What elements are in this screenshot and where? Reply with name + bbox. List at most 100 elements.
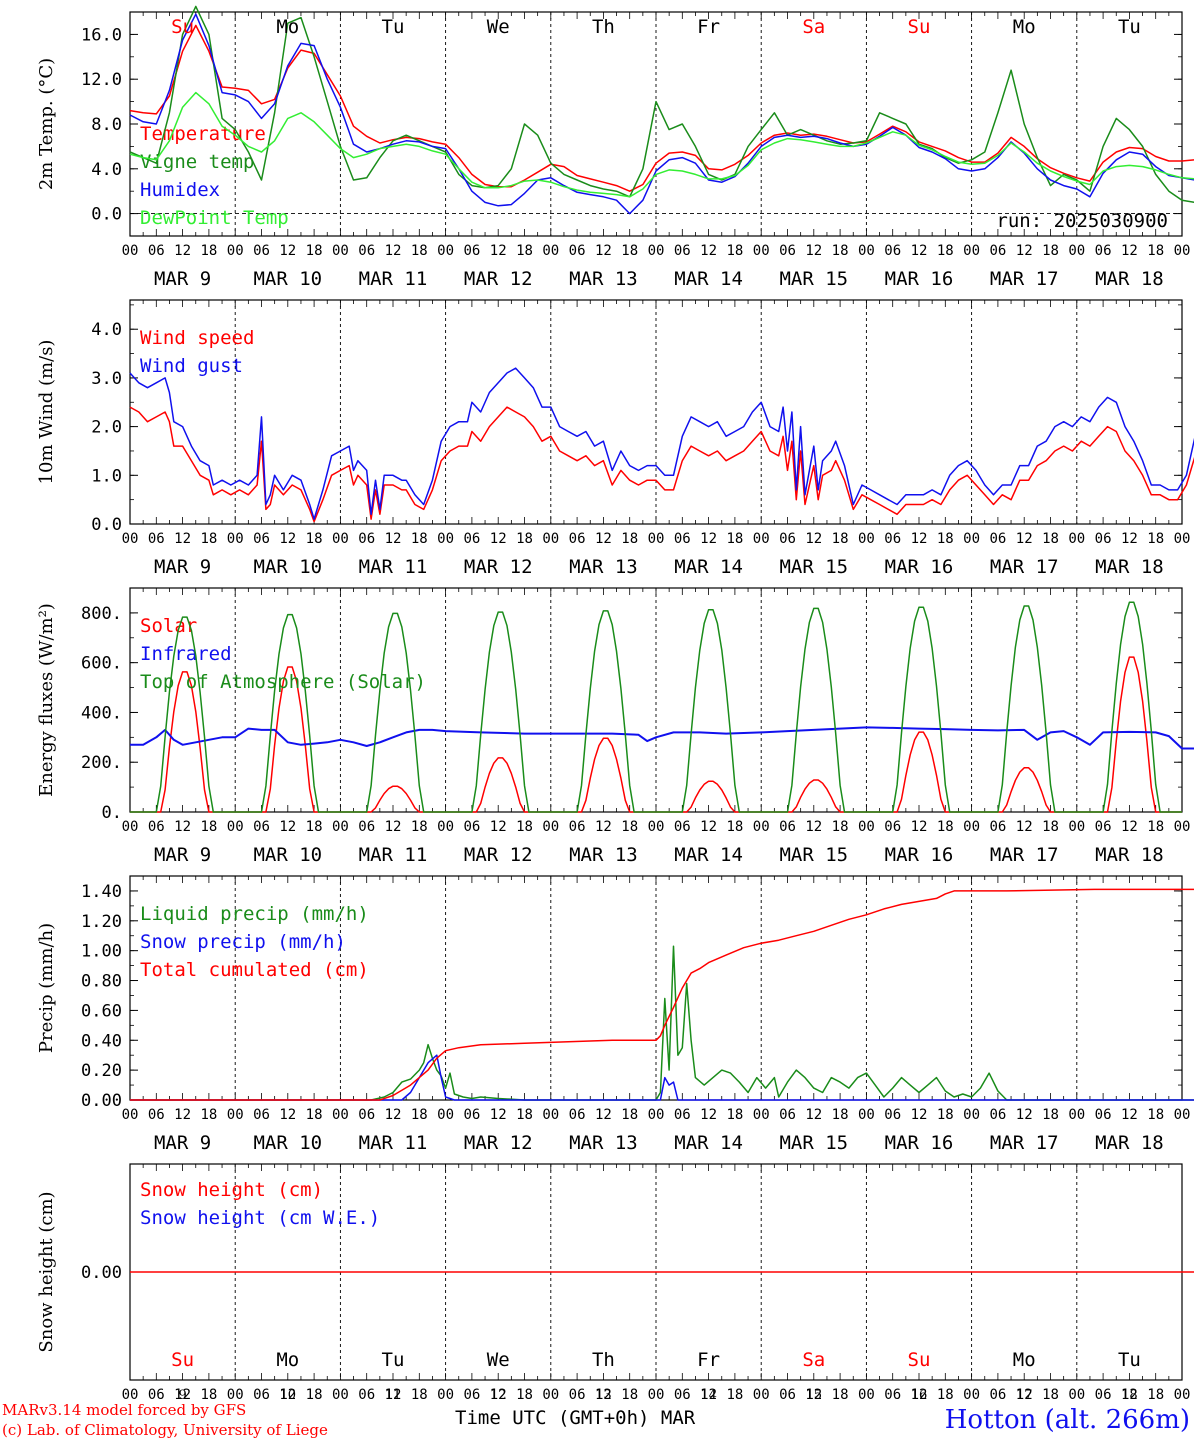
hour-tick-label: 06	[1095, 243, 1112, 259]
hour-tick-label: 12	[385, 243, 402, 259]
hour-tick-label: 18	[1042, 243, 1059, 259]
day-number-label: 18	[1121, 1388, 1138, 1403]
hour-tick-label: 00	[542, 819, 559, 835]
series-line	[129, 406, 1194, 523]
hour-tick-label: 12	[490, 531, 507, 547]
hour-tick-label: 00	[227, 819, 244, 835]
hour-tick-label: 18	[621, 243, 638, 259]
date-label: MAR 9	[154, 844, 211, 866]
date-label: MAR 16	[885, 556, 954, 578]
hour-tick-label: 00	[753, 819, 770, 835]
hour-tick-label: 12	[700, 819, 717, 835]
hour-tick-label: 12	[595, 531, 612, 547]
hour-tick-label: 12	[700, 1107, 717, 1123]
credit-line-1: MARv3.14 model forced by GFS	[2, 1401, 246, 1419]
panel-4: 0.00 0.20 0.40 0.60 0.80 1.00 1.20 1.40 Precip (…	[36, 875, 1194, 1154]
date-label: MAR 14	[674, 556, 743, 578]
hour-tick-label: 18	[832, 243, 849, 259]
hour-tick-label: 06	[989, 243, 1006, 259]
hour-tick-label: 18	[306, 531, 323, 547]
date-label: MAR 17	[990, 844, 1059, 866]
hour-tick-label: 18	[621, 1107, 638, 1123]
y-tick-label: 3.0	[91, 369, 122, 389]
series-line	[130, 888, 1194, 1101]
day-number-label: 14	[700, 1388, 717, 1403]
weekday-label: We	[487, 1349, 510, 1371]
hour-tick-label: 00	[963, 1387, 980, 1403]
hour-tick-label: 12	[1016, 243, 1033, 259]
chart-panels: 0.0 4.0 8.0 12.0 16.0 2m Temp. (°C) Temperatur…	[36, 5, 1194, 1403]
hour-tick-label: 06	[674, 1107, 691, 1123]
weekday-label: Tu	[1118, 16, 1141, 38]
hour-tick-label: 18	[1042, 819, 1059, 835]
y-tick-label: 0.0	[91, 205, 122, 225]
hour-tick-label: 12	[805, 819, 822, 835]
legend-entry: Humidex	[140, 179, 220, 201]
hour-tick-label: 12	[700, 243, 717, 259]
panel-3: 0. 200. 400. 600. 800. Energy fluxes (W/m²) So…	[36, 587, 1194, 866]
hour-tick-label: 12	[911, 531, 928, 547]
hour-tick-label: 18	[411, 1387, 428, 1403]
hour-tick-label: 18	[516, 1387, 533, 1403]
hour-tick-label: 12	[174, 819, 191, 835]
date-label: MAR 11	[359, 556, 428, 578]
hour-tick-label: 06	[674, 243, 691, 259]
series-line	[130, 1054, 1194, 1101]
y-tick-label: 16.0	[81, 25, 122, 45]
weekday-label: Tu	[382, 16, 405, 38]
y-tick-label: 1.00	[81, 942, 122, 962]
hour-tick-label: 06	[1095, 531, 1112, 547]
hour-tick-label: 18	[516, 819, 533, 835]
hour-tick-label: 18	[621, 531, 638, 547]
x-axis-title: Time UTC (GMT+0h) MAR	[455, 1407, 696, 1429]
y-tick-label: 0.0	[91, 515, 122, 535]
hour-tick-label: 06	[463, 1107, 480, 1123]
hour-tick-label: 00	[963, 243, 980, 259]
date-label: MAR 9	[154, 268, 211, 290]
hour-tick-label: 18	[306, 819, 323, 835]
weekday-label: Mo	[1013, 1349, 1036, 1371]
hour-tick-label: 12	[279, 819, 296, 835]
hour-tick-label: 06	[253, 1387, 270, 1403]
hour-tick-label: 06	[884, 1107, 901, 1123]
panel-2: 0.0 1.0 2.0 3.0 4.0 10m Wind (m/s) Wind speed W…	[36, 299, 1194, 578]
hour-tick-label: 18	[726, 531, 743, 547]
date-label: MAR 10	[253, 1132, 322, 1154]
hour-tick-label: 12	[805, 531, 822, 547]
date-label: MAR 13	[569, 268, 638, 290]
weekday-label: Fr	[697, 16, 720, 38]
hour-tick-label: 06	[569, 1107, 586, 1123]
hour-tick-label: 00	[227, 531, 244, 547]
hour-tick-label: 06	[358, 531, 375, 547]
hour-tick-label: 00	[1068, 531, 1085, 547]
weekday-label: Sa	[802, 1349, 825, 1371]
hour-tick-label: 00	[437, 531, 454, 547]
hour-tick-label: 12	[805, 243, 822, 259]
hour-tick-label: 12	[174, 243, 191, 259]
date-label: MAR 12	[464, 556, 533, 578]
hour-tick-label: 00	[1068, 819, 1085, 835]
weekday-label: Su	[908, 1349, 931, 1371]
weekday-label: Tu	[1118, 1349, 1141, 1371]
date-label: MAR 14	[674, 268, 743, 290]
hour-tick-label: 12	[1121, 1107, 1138, 1123]
date-label: MAR 10	[253, 844, 322, 866]
hour-tick-label: 12	[490, 243, 507, 259]
hour-tick-label: 12	[1016, 1387, 1033, 1403]
hour-tick-label: 00	[963, 531, 980, 547]
hour-tick-label: 00	[332, 531, 349, 547]
hour-tick-label: 00	[1174, 243, 1191, 259]
hour-tick-label: 06	[1095, 819, 1112, 835]
date-label: MAR 15	[779, 844, 848, 866]
hour-tick-label: 00	[332, 819, 349, 835]
day-number-label: 17	[1016, 1388, 1033, 1403]
hour-tick-label: 06	[779, 243, 796, 259]
hour-tick-label: 00	[227, 243, 244, 259]
date-label: MAR 14	[674, 1132, 743, 1154]
hour-tick-label: 06	[253, 819, 270, 835]
hour-tick-label: 00	[122, 1107, 139, 1123]
hour-tick-label: 00	[437, 819, 454, 835]
hour-tick-label: 00	[437, 243, 454, 259]
date-label: MAR 12	[464, 268, 533, 290]
hour-tick-label: 18	[937, 243, 954, 259]
